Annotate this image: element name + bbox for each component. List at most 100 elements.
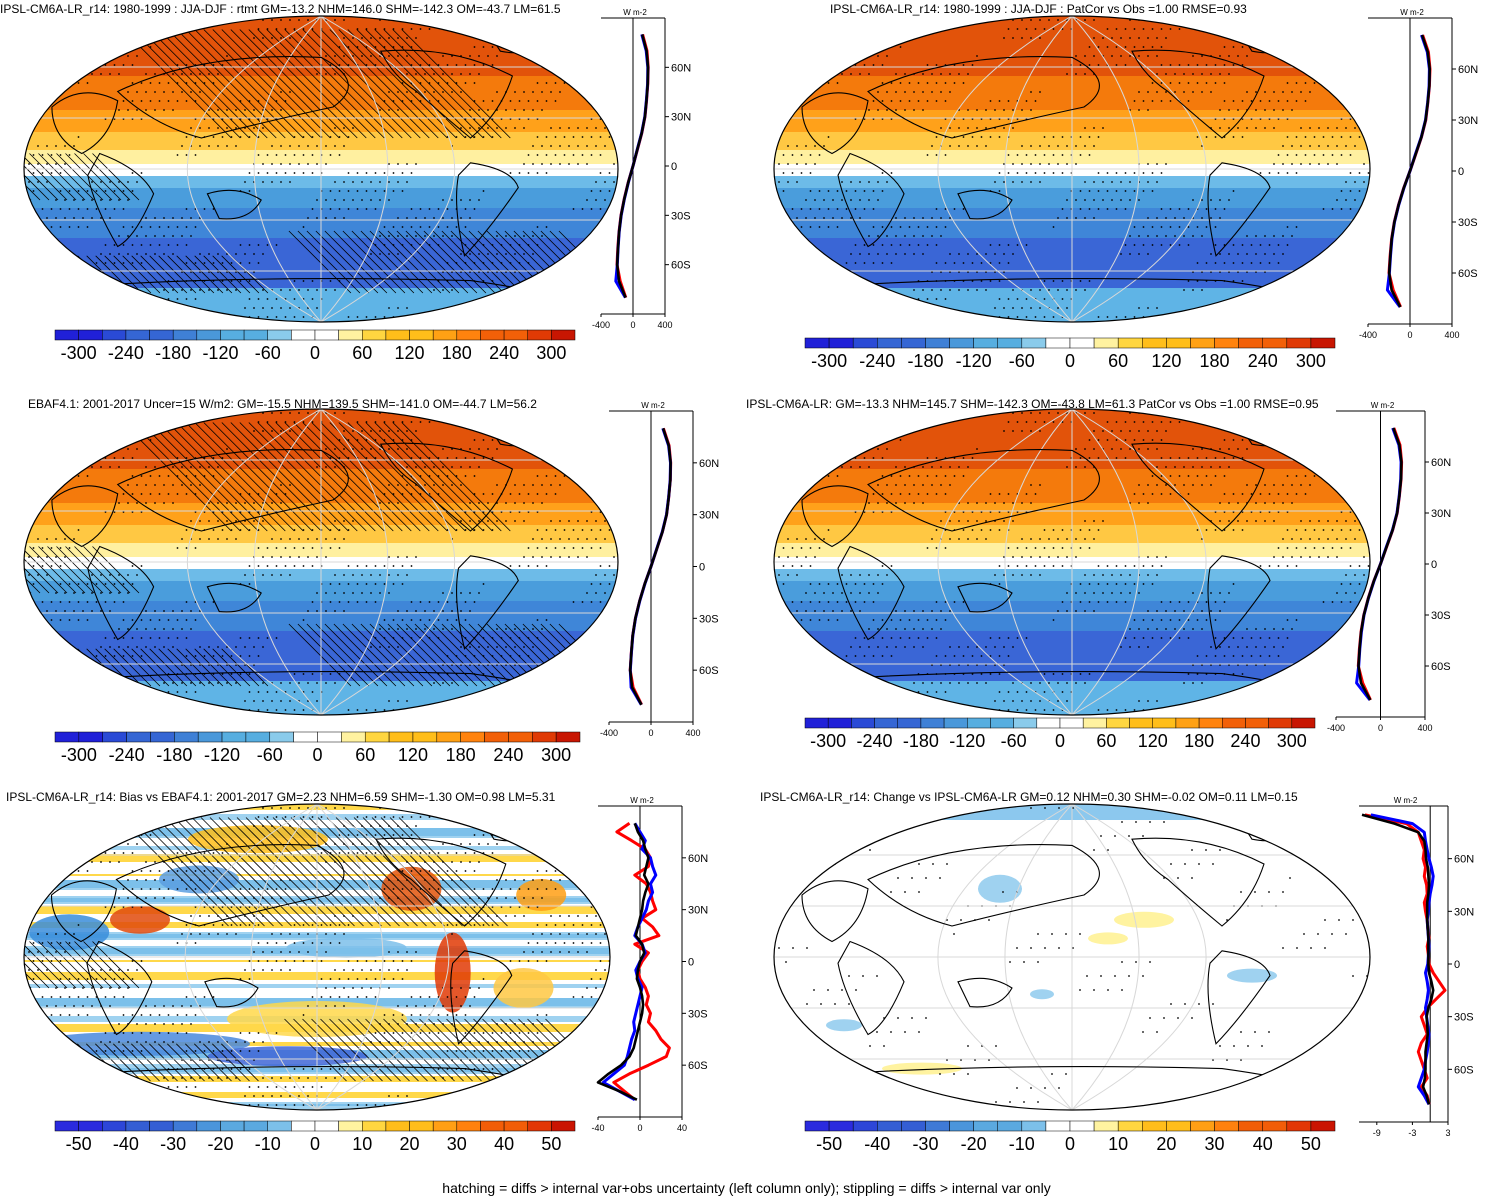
colorbar-swatch [480, 329, 505, 341]
colorbar-swatch [149, 1120, 174, 1132]
global-map [23, 408, 619, 716]
colorbar-label: -10 [1009, 1134, 1035, 1154]
colorbar-label: 240 [1230, 731, 1260, 751]
y-tick-label: 60N [1431, 457, 1451, 469]
colorbar-label: -120 [949, 731, 985, 751]
colorbar-swatch [243, 329, 268, 341]
colorbar-swatch [409, 329, 434, 341]
colorbar-swatch [364, 731, 390, 743]
colorbar-swatch [460, 731, 485, 743]
bias-region [434, 932, 471, 1013]
y-tick-label: 30S [1431, 610, 1451, 622]
colorbar-label: -40 [864, 1134, 890, 1154]
colorbar-swatch [973, 337, 998, 349]
colorbar-swatch [1106, 717, 1130, 729]
colorbar-swatch [245, 731, 271, 743]
y-tick-label: 30S [1454, 1012, 1474, 1024]
y-tick-label: 60S [1431, 661, 1451, 673]
colorbar-label: -20 [961, 1134, 987, 1154]
y-tick-label: 30N [688, 905, 708, 917]
x-tick-label: -40 [591, 1123, 604, 1133]
colorbar-swatch [267, 1120, 292, 1132]
x-tick-label: -3 [1408, 1128, 1416, 1138]
global-map [773, 15, 1371, 323]
colorbar-label: -180 [903, 731, 939, 751]
colorbar-label: -180 [155, 343, 191, 363]
colorbar-swatch [102, 329, 127, 341]
bias-region [159, 865, 239, 894]
colorbar-label: -30 [160, 1134, 186, 1154]
y-tick-label: 30N [1458, 115, 1478, 127]
colorbar-swatch [1036, 717, 1061, 729]
colorbar-swatch [551, 329, 576, 341]
colorbar-swatch [220, 1120, 245, 1132]
colorbar-swatch [436, 731, 461, 743]
colorbar-swatch [1310, 337, 1336, 349]
colorbar-swatch [990, 717, 1014, 729]
x-tick-label: 0 [1378, 723, 1383, 733]
colorbar-label: -240 [108, 343, 144, 363]
units-label: W m-2 [623, 8, 647, 17]
colorbar-label: 240 [489, 343, 519, 363]
colorbar-swatch [1222, 717, 1246, 729]
colorbar-swatch [852, 337, 878, 349]
y-tick-label: 60S [1454, 1064, 1474, 1076]
y-tick-label: 30N [699, 510, 719, 522]
colorbar-label: -60 [255, 343, 281, 363]
zonal-series-line [1361, 813, 1435, 1105]
global-map [773, 408, 1371, 716]
y-tick-label: 60S [688, 1060, 708, 1072]
colorbar-swatch [385, 1120, 410, 1132]
colorbar-swatch [291, 329, 316, 341]
colorbar-swatch [997, 337, 1023, 349]
zonal-series-line [1387, 34, 1431, 308]
colorbar-label: 180 [1184, 731, 1214, 751]
y-tick-label: 0 [1454, 959, 1460, 971]
colorbar-swatch [1069, 337, 1095, 349]
colorbar-label: 10 [1108, 1134, 1128, 1154]
colorbar-swatch [1166, 1120, 1191, 1132]
colorbar-swatch [1238, 1120, 1263, 1132]
y-tick-label: 30N [1431, 508, 1451, 520]
colorbar-swatch [852, 1120, 878, 1132]
y-tick-label: 0 [671, 161, 677, 173]
colorbar-label: -10 [255, 1134, 281, 1154]
colorbar-label: 40 [494, 1134, 514, 1154]
colorbar-swatch [532, 731, 557, 743]
x-tick-label: 400 [1444, 330, 1459, 340]
zonal-mean-plot: W m-2 60N 30N 0 30S 60S -40 0 40 [591, 796, 708, 1133]
colorbar-label: -240 [109, 745, 145, 765]
colorbar-swatch [149, 329, 174, 341]
units-label: W m-2 [630, 796, 654, 805]
map-border [23, 15, 619, 323]
colorbar: -50 -40 -30 -20 -10 0 10 20 30 40 50 [54, 1120, 576, 1154]
colorbar-swatch [291, 1120, 316, 1132]
colorbar-label: -40 [113, 1134, 139, 1154]
colorbar-swatch [1190, 1120, 1215, 1132]
y-tick-label: 30S [671, 210, 691, 222]
colorbar-label: -240 [859, 351, 895, 371]
colorbar-swatch [1021, 1120, 1047, 1132]
colorbar-swatch [243, 1120, 268, 1132]
colorbar-swatch [949, 1120, 974, 1132]
colorbar-label: 10 [352, 1134, 372, 1154]
colorbar: -50 -40 -30 -20 -10 0 10 20 30 40 50 [804, 1120, 1336, 1154]
y-tick-label: 60S [671, 260, 691, 272]
x-tick-label: 400 [1417, 723, 1432, 733]
colorbar-label: 120 [398, 745, 428, 765]
zonal-mean-plot: W m-2 60N 30N 0 30S 60S -400 0 400 [600, 401, 719, 738]
colorbar-swatch [897, 717, 922, 729]
colorbar-swatch [877, 1120, 902, 1132]
bias-region [516, 879, 567, 911]
colorbar-swatch [1021, 337, 1047, 349]
panel-1: IPSL-CM6A-LR_r14: 1980-1999 : JJA-DJF : … [0, 0, 740, 380]
units-label: W m-2 [641, 401, 665, 410]
colorbar-swatch [1286, 337, 1312, 349]
x-tick-label: 400 [657, 320, 672, 330]
colorbar-swatch [1214, 1120, 1239, 1132]
colorbar-label: 30 [1205, 1134, 1225, 1154]
footer-note: hatching = diffs > internal var+obs unce… [442, 1180, 1051, 1196]
x-tick-label: -400 [592, 320, 610, 330]
colorbar-swatch [1142, 1120, 1167, 1132]
panel-2: IPSL-CM6A-LR_r14: 1980-1999 : JJA-DJF : … [750, 0, 1493, 380]
